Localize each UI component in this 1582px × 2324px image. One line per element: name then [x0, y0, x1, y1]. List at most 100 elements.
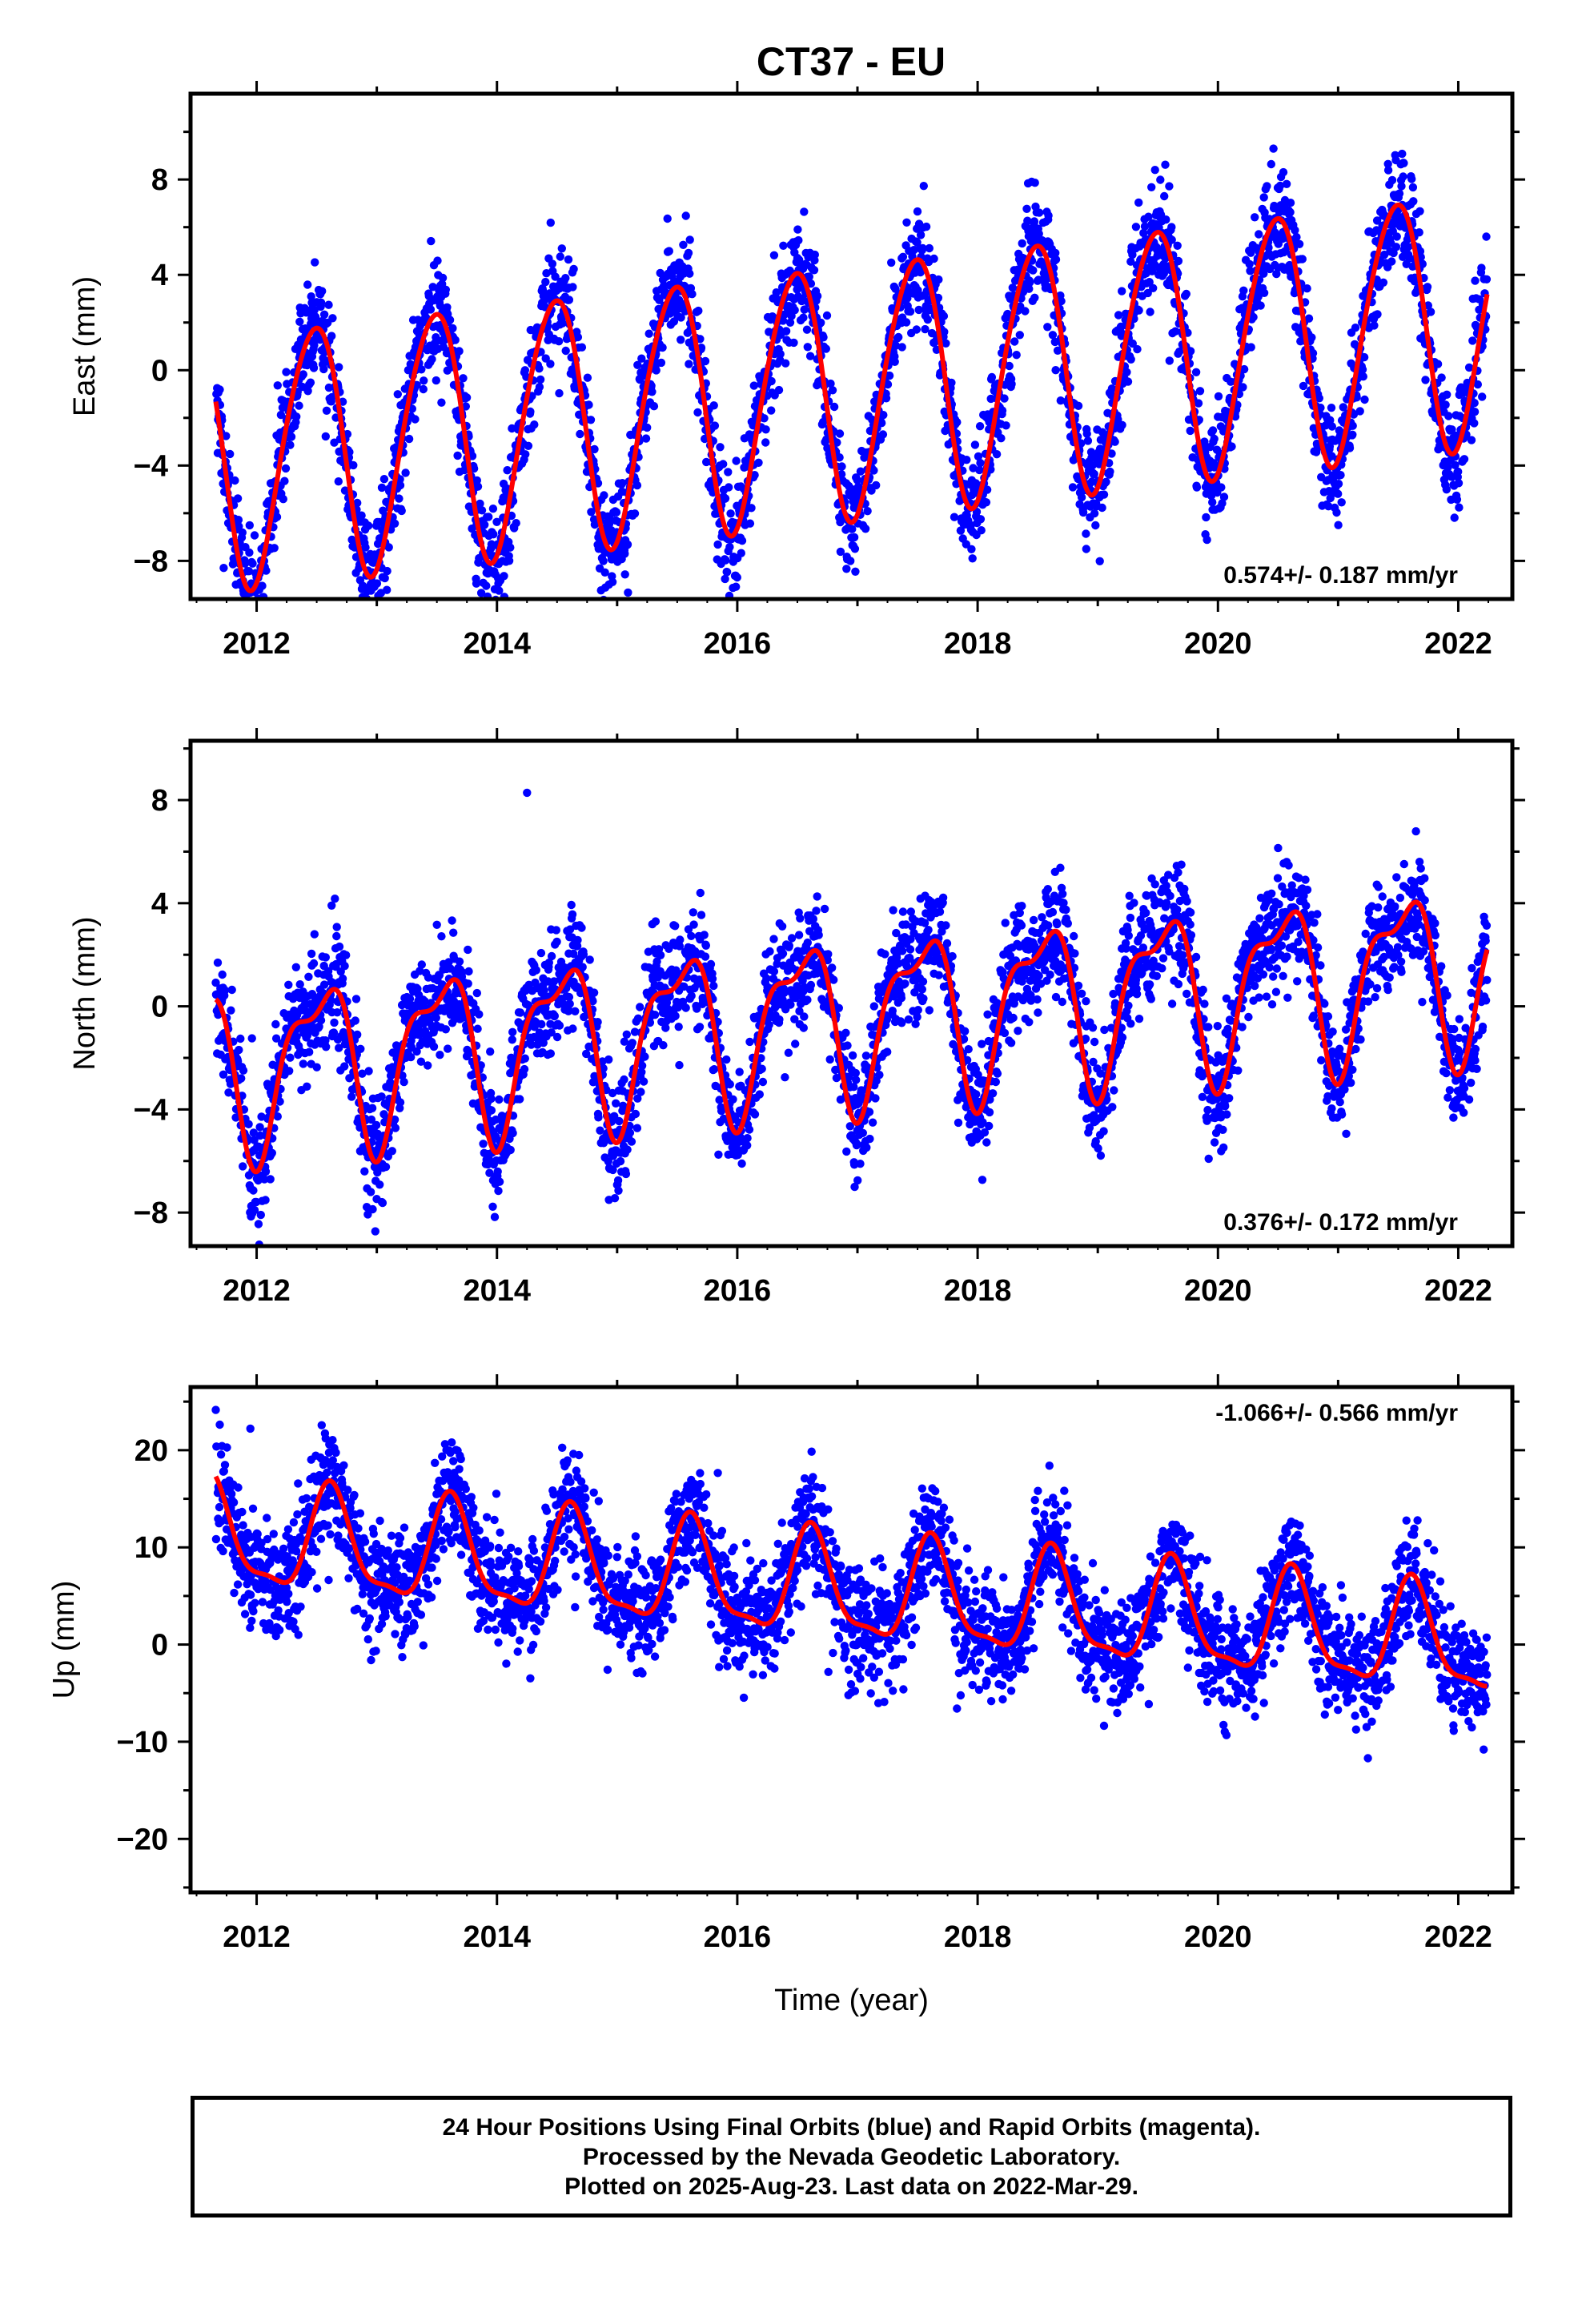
data-point	[733, 573, 741, 582]
data-point	[671, 922, 680, 931]
data-point	[247, 661, 255, 669]
data-point	[340, 486, 350, 495]
data-point	[536, 375, 545, 384]
data-point	[1149, 283, 1158, 292]
data-point	[1239, 383, 1247, 392]
data-point	[1426, 308, 1435, 316]
data-point	[1442, 485, 1452, 494]
data-point	[547, 951, 556, 961]
data-point	[361, 543, 370, 552]
data-point	[280, 476, 289, 485]
data-point	[898, 252, 908, 261]
data-point	[573, 332, 583, 342]
data-point	[940, 328, 949, 336]
data-point	[590, 444, 599, 454]
data-point	[440, 336, 449, 344]
data-point	[271, 1019, 280, 1029]
x-tick-label: 2018	[944, 627, 1012, 661]
data-point	[918, 243, 927, 253]
data-point	[486, 1047, 495, 1056]
data-point	[1379, 278, 1388, 287]
data-point	[701, 356, 710, 366]
data-point	[441, 1025, 450, 1034]
data-point	[550, 1011, 559, 1020]
data-point	[438, 273, 448, 283]
data-point	[849, 533, 859, 542]
data-point	[693, 408, 702, 417]
data-point	[420, 376, 428, 385]
data-point	[1133, 344, 1142, 354]
data-point	[781, 327, 791, 336]
data-point	[227, 985, 236, 995]
data-point	[997, 434, 1006, 443]
data-point	[1478, 392, 1487, 401]
data-point	[417, 365, 426, 374]
data-point	[612, 1099, 620, 1108]
data-point	[594, 1113, 603, 1122]
data-point	[1246, 267, 1255, 275]
data-point	[362, 602, 370, 610]
data-point	[270, 544, 279, 553]
data-point	[897, 343, 906, 352]
data-point	[261, 1167, 271, 1176]
data-point	[620, 549, 629, 558]
data-point	[1025, 284, 1034, 293]
data-point	[360, 1167, 369, 1176]
data-point	[508, 1128, 517, 1138]
data-point	[1068, 483, 1078, 492]
data-point	[1324, 502, 1333, 511]
data-point	[488, 505, 498, 513]
data-point	[363, 602, 371, 610]
data-point	[627, 1137, 636, 1146]
data-point	[1082, 545, 1091, 553]
data-point	[255, 1123, 264, 1132]
data-point	[328, 314, 337, 323]
data-point	[1247, 248, 1255, 257]
data-point	[332, 931, 341, 941]
data-point	[1195, 387, 1205, 396]
data-point	[1307, 333, 1316, 342]
data-point	[632, 1124, 642, 1132]
data-point	[494, 1186, 503, 1196]
data-point	[1399, 159, 1408, 167]
data-point	[637, 354, 646, 363]
data-point	[222, 432, 231, 440]
data-point	[429, 1042, 439, 1051]
data-point	[881, 394, 891, 403]
data-point	[856, 467, 865, 476]
data-point	[1332, 508, 1341, 517]
data-point	[303, 1082, 311, 1092]
data-point	[372, 579, 382, 588]
data-point	[651, 917, 661, 926]
data-point	[523, 788, 532, 798]
data-point	[1015, 331, 1025, 340]
data-point	[310, 305, 319, 315]
data-point	[364, 521, 373, 530]
data-point	[630, 509, 640, 518]
data-point	[227, 1006, 235, 1015]
data-point	[1051, 248, 1060, 258]
data-point	[347, 1092, 356, 1101]
data-point	[600, 568, 609, 577]
data-point	[1167, 223, 1176, 231]
data-point	[772, 288, 781, 297]
data-point	[437, 398, 446, 407]
data-point	[564, 255, 573, 264]
data-point	[1467, 436, 1476, 444]
data-point	[1144, 212, 1153, 221]
data-point	[299, 1059, 307, 1068]
data-point	[1327, 422, 1337, 431]
data-point	[668, 271, 677, 280]
data-point	[624, 588, 632, 597]
data-point	[380, 573, 389, 583]
data-point	[754, 458, 763, 467]
data-point	[842, 565, 851, 573]
data-point	[1468, 336, 1477, 345]
data-point	[1259, 269, 1268, 278]
data-point	[1286, 199, 1295, 207]
data-point	[307, 292, 315, 301]
data-point	[1482, 275, 1492, 283]
data-point	[810, 250, 819, 259]
data-point	[433, 256, 442, 265]
